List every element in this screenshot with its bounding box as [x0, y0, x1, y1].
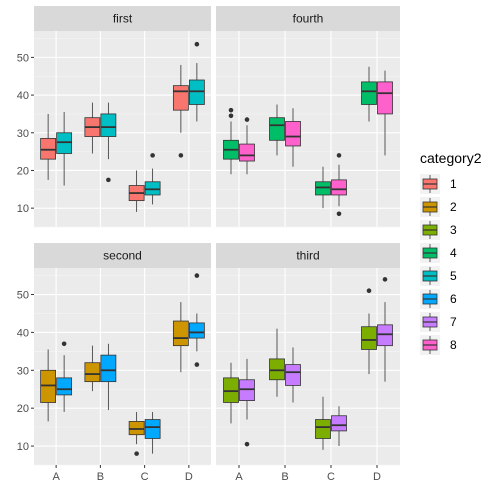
outlier-point — [150, 153, 155, 158]
box-fourth-D-cat8 — [377, 81, 393, 115]
box-second-A-cat2 — [40, 369, 57, 403]
panel-background-second — [34, 268, 211, 465]
legend-label-2: 2 — [450, 200, 457, 214]
y-tick-label: 20 — [17, 165, 29, 177]
box-first-C-cat5 — [144, 181, 161, 196]
y-tick-label: 40 — [17, 327, 29, 339]
facet-strip-first — [34, 6, 211, 31]
box-third-A-cat7 — [239, 379, 255, 401]
facet-title-second: second — [103, 249, 142, 263]
x-tick-label: D — [373, 471, 381, 483]
facet-strip-third — [216, 243, 400, 268]
facet-title-third: third — [296, 249, 319, 263]
box-third-C-cat7 — [331, 415, 347, 432]
box-second-D-cat6 — [188, 322, 205, 339]
legend-label-6: 6 — [450, 292, 457, 306]
box-first-D-cat1 — [172, 85, 189, 111]
y-tick-label: 20 — [17, 403, 29, 415]
outlier-point — [244, 117, 250, 122]
outlier-point — [336, 153, 342, 158]
facet-strip-second — [34, 243, 211, 268]
x-tick-label: B — [97, 471, 104, 483]
box-second-C-cat6 — [144, 419, 161, 439]
legend-label-3: 3 — [450, 223, 457, 237]
outlier-point — [228, 113, 234, 119]
facet-strip-fourth — [216, 6, 400, 31]
box-second-D-cat2 — [172, 320, 189, 347]
legend-label-5: 5 — [450, 269, 457, 283]
y-tick-label: 50 — [17, 52, 29, 64]
box-first-B-cat5 — [100, 113, 117, 137]
box-fourth-B-cat8 — [285, 121, 301, 147]
legend-label-4: 4 — [450, 246, 457, 260]
y-tick-label: 30 — [17, 128, 29, 140]
box-second-A-cat6 — [56, 377, 73, 396]
legend-label-7: 7 — [450, 315, 457, 329]
box-third-B-cat3 — [269, 358, 285, 381]
x-tick-label: D — [185, 471, 193, 483]
facet-title-fourth: fourth — [293, 12, 324, 26]
outlier-point — [194, 273, 200, 278]
x-tick-label: B — [281, 471, 288, 483]
legend-title: category2 — [420, 150, 482, 166]
box-first-A-cat5 — [56, 132, 73, 154]
outlier-point — [228, 107, 234, 113]
legend-label-1: 1 — [450, 177, 457, 191]
box-fourth-B-cat4 — [269, 117, 285, 141]
outlier-point — [194, 41, 200, 47]
box-fourth-D-cat4 — [361, 81, 377, 105]
outlier-point — [106, 177, 111, 183]
box-first-A-cat1 — [40, 138, 57, 160]
y-tick-label: 50 — [17, 290, 29, 302]
y-tick-label: 10 — [17, 203, 29, 215]
outlier-point — [194, 362, 200, 367]
panel-background-fourth — [216, 31, 400, 227]
outlier-point — [336, 211, 342, 217]
x-tick-label: A — [235, 471, 243, 483]
outlier-point — [134, 451, 139, 456]
box-third-C-cat3 — [315, 419, 331, 439]
box-third-B-cat7 — [285, 364, 301, 386]
x-tick-label: A — [52, 471, 60, 483]
y-tick-label: 40 — [17, 90, 29, 102]
outlier-point — [366, 288, 372, 294]
panel-background-first — [34, 31, 211, 227]
x-tick-label: C — [141, 471, 149, 483]
outlier-point — [61, 341, 67, 347]
box-fourth-C-cat8 — [331, 179, 347, 196]
legend-label-8: 8 — [450, 338, 457, 352]
x-tick-label: C — [327, 471, 335, 483]
box-third-D-cat3 — [361, 326, 377, 350]
y-tick-label: 10 — [17, 441, 29, 453]
box-fourth-C-cat4 — [315, 181, 331, 196]
box-first-D-cat5 — [188, 79, 205, 105]
box-second-B-cat2 — [84, 362, 101, 383]
box-second-B-cat6 — [100, 354, 117, 383]
facet-title-first: first — [113, 12, 133, 26]
outlier-point — [382, 277, 388, 282]
outlier-point — [244, 441, 250, 447]
box-third-D-cat7 — [377, 324, 393, 347]
box-fourth-A-cat8 — [239, 143, 255, 162]
panel-background-third — [216, 268, 400, 465]
box-third-A-cat3 — [223, 377, 239, 403]
outlier-point — [178, 153, 184, 158]
box-second-C-cat2 — [128, 421, 145, 436]
y-tick-label: 30 — [17, 365, 29, 377]
